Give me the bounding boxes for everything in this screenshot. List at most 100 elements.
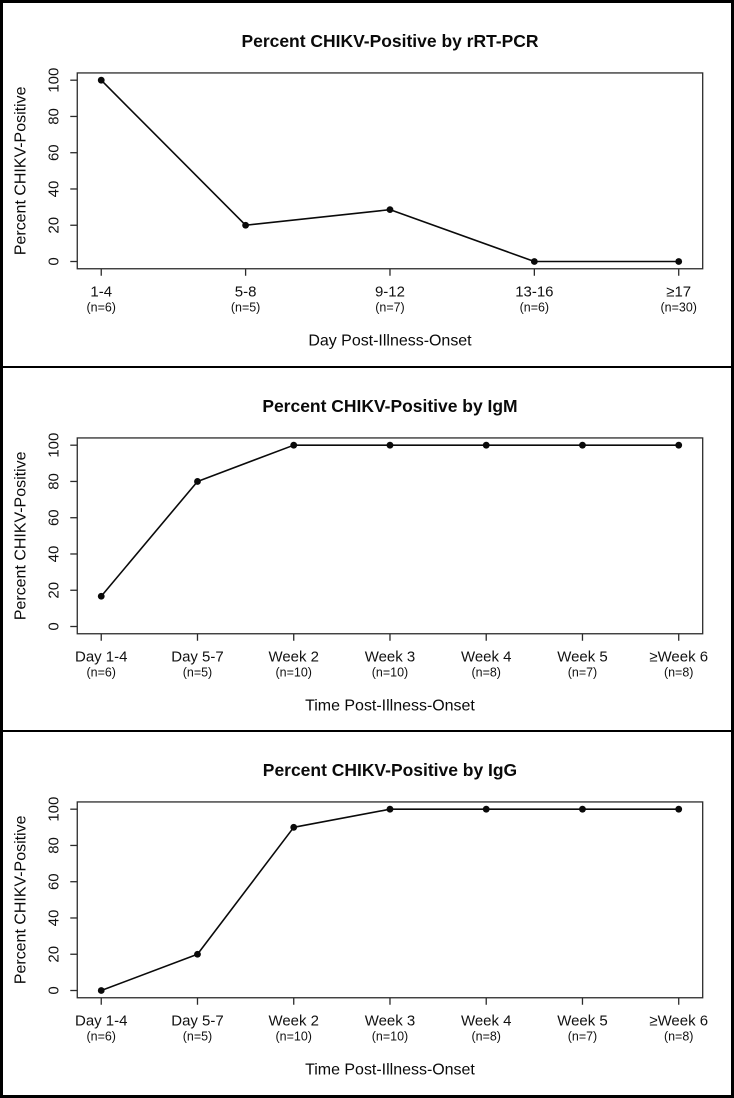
data-point — [675, 258, 683, 265]
y-axis-title: Percent CHIKV-Positive — [12, 816, 29, 985]
sample-size-label: (n=6) — [520, 301, 549, 315]
panel-igm-chart: Percent CHIKV-Positive by IgM Percent CH… — [3, 365, 731, 731]
y-tick-label: 20 — [45, 946, 62, 963]
x-tick-label: 13-16 — [515, 284, 553, 301]
sample-size-label: (n=8) — [471, 1030, 500, 1044]
y-axis-title: Percent CHIKV-Positive — [12, 86, 29, 255]
x-axis-title: Time Post-Illness-Onset — [305, 697, 475, 714]
igg-line-chart: Percent CHIKV-Positive by IgG Percent CH… — [12, 760, 708, 1079]
data-point — [579, 441, 586, 449]
sample-size-label: (n=30) — [661, 301, 697, 315]
x-tick-label: Week 3 — [365, 648, 415, 665]
plot-box — [76, 72, 704, 270]
data-point — [194, 951, 201, 958]
sample-size-label: (n=5) — [183, 665, 212, 679]
x-axis-title: Day Post-Illness-Onset — [308, 333, 472, 350]
y-tick-label: 80 — [45, 473, 62, 490]
data-point — [482, 806, 490, 813]
y-tick-label: 60 — [45, 144, 62, 161]
data-point — [482, 441, 490, 449]
data-point — [242, 221, 250, 229]
y-tick-label: 40 — [45, 181, 62, 198]
sample-size-label: (n=7) — [568, 1030, 597, 1044]
data-point — [530, 258, 538, 265]
series-line — [100, 79, 679, 263]
sample-size-label: (n=5) — [231, 301, 260, 315]
x-tick-label: Day 5-7 — [171, 1013, 223, 1030]
x-tick-label: 5-8 — [235, 284, 257, 301]
sample-size-label: (n=7) — [568, 665, 597, 679]
data-point — [386, 441, 394, 449]
data-point — [675, 441, 683, 449]
data-point — [290, 824, 298, 832]
sample-size-label: (n=8) — [664, 1030, 693, 1044]
y-tick-label: 60 — [45, 874, 62, 891]
x-tick-label: Week 4 — [461, 648, 511, 665]
sample-size-label: (n=10) — [372, 1030, 408, 1044]
x-tick-label: Week 4 — [461, 1013, 511, 1030]
x-tick-label: Week 5 — [557, 648, 607, 665]
igm-line-chart: Percent CHIKV-Positive by IgM Percent CH… — [12, 396, 708, 715]
y-tick-label: 80 — [45, 108, 62, 125]
y-tick-label: 20 — [45, 217, 62, 234]
x-tick-label: Week 3 — [365, 1013, 415, 1030]
data-point — [386, 206, 394, 214]
y-tick-label: 100 — [45, 797, 62, 822]
data-point — [97, 76, 105, 84]
data-point — [194, 477, 201, 485]
data-point — [675, 806, 683, 813]
x-tick-label: Week 2 — [268, 1013, 318, 1030]
sample-size-label: (n=6) — [87, 301, 116, 315]
plot-box — [76, 436, 704, 635]
y-tick-label: 20 — [45, 582, 62, 599]
x-tick-label: Week 2 — [268, 648, 318, 665]
plot-area: 0 20 40 60 80 100 Day 1-4(n=6) Day 5-7(n=5) Week… — [45, 432, 708, 679]
data-point — [579, 806, 586, 813]
chart-title: Percent CHIKV-Positive by IgG — [263, 760, 517, 780]
chart-title: Percent CHIKV-Positive by rRT-PCR — [241, 31, 538, 51]
sample-size-label: (n=7) — [375, 301, 404, 315]
sample-size-label: (n=6) — [87, 665, 116, 679]
x-tick-label: Week 5 — [557, 1013, 607, 1030]
y-tick-label: 0 — [45, 622, 62, 630]
y-tick-label: 0 — [45, 257, 62, 265]
data-point — [97, 592, 105, 600]
series-line — [100, 808, 679, 992]
y-tick-label: 40 — [45, 545, 62, 562]
plot-area: 0 20 40 60 80 100 Day 1-4(n=6) Day 5-7(n=5) Week… — [45, 797, 708, 1044]
chart-title: Percent CHIKV-Positive by IgM — [262, 396, 517, 416]
plot-area: 0204060801001-4(n=6)5-8(n=5)9-12(n=7)13-… — [45, 68, 704, 315]
y-tick-label: 40 — [45, 910, 62, 927]
x-tick-label: Day 5-7 — [171, 648, 223, 665]
sample-size-label: (n=10) — [276, 1030, 312, 1044]
plot-box — [76, 801, 704, 999]
sample-size-label: (n=10) — [372, 665, 408, 679]
x-axis-title: Time Post-Illness-Onset — [305, 1062, 475, 1079]
x-tick-label: Day 1-4 — [75, 648, 127, 665]
panel-igg-chart: Percent CHIKV-Positive by IgG Percent CH… — [3, 730, 731, 1096]
y-tick-label: 80 — [45, 837, 62, 854]
data-point — [386, 806, 394, 813]
series-line — [100, 444, 679, 597]
data-point — [97, 987, 105, 995]
data-point — [290, 441, 298, 449]
y-tick-label: 0 — [45, 987, 62, 995]
x-tick-label: ≥Week 6 — [649, 1013, 708, 1030]
sample-size-label: (n=10) — [276, 665, 312, 679]
x-tick-label: ≥Week 6 — [649, 648, 708, 665]
x-tick-label: ≥17 — [666, 284, 691, 301]
x-tick-label: 9-12 — [375, 284, 405, 301]
panel-rrt-pcr-chart: Percent CHIKV-Positive by rRT-PCR Percen… — [3, 3, 731, 366]
y-tick-label: 60 — [45, 509, 62, 526]
rrt-pcr-line-chart: Percent CHIKV-Positive by rRT-PCR Percen… — [12, 31, 704, 350]
x-tick-label: 1-4 — [90, 284, 112, 301]
sample-size-label: (n=5) — [183, 1030, 212, 1044]
sample-size-label: (n=6) — [87, 1030, 116, 1044]
sample-size-label: (n=8) — [664, 665, 693, 679]
y-tick-label: 100 — [45, 68, 62, 93]
x-tick-label: Day 1-4 — [75, 1013, 127, 1030]
y-tick-label: 100 — [45, 432, 62, 457]
y-axis-title: Percent CHIKV-Positive — [12, 451, 29, 620]
sample-size-label: (n=8) — [471, 665, 500, 679]
